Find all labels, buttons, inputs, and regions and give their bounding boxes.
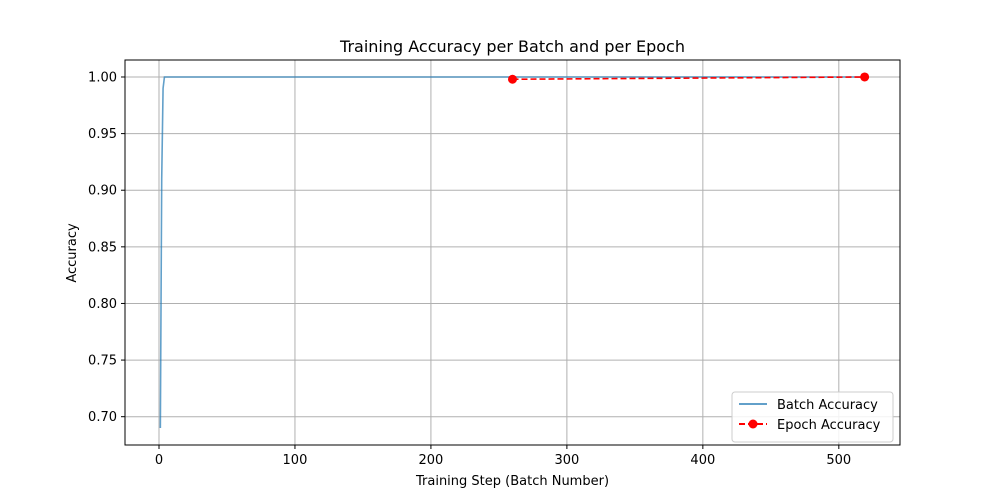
x-tick-label: 200 — [419, 453, 444, 468]
legend: Batch Accuracy Epoch Accuracy — [731, 391, 894, 443]
data-point-epoch-accuracy — [860, 72, 870, 82]
series-line-batch-accuracy — [159, 76, 867, 429]
x-axis-label: Training Step (Batch Number) — [415, 474, 609, 489]
legend-label-epoch-accuracy: Epoch Accuracy — [777, 418, 881, 433]
y-tick-label: 0.95 — [88, 127, 117, 142]
y-tick-label: 0.85 — [88, 240, 117, 255]
x-tick-label: 400 — [690, 453, 715, 468]
series-line-epoch-accuracy — [512, 76, 865, 81]
ticks: 0 100 200 300 400 500 0.70 0.75 0.80 0.85 0.90 0.95… — [88, 70, 851, 468]
series-layer — [159, 72, 870, 429]
plot-frame — [124, 59, 901, 446]
y-tick-label: 0.90 — [88, 184, 117, 199]
legend-marker-epoch-accuracy — [748, 419, 758, 429]
y-tick-label: 1.00 — [88, 70, 117, 85]
x-tick-label: 100 — [283, 453, 308, 468]
chart-title: Training Accuracy per Batch and per Epoc… — [339, 37, 685, 56]
legend-box — [731, 391, 894, 443]
x-tick-label: 0 — [155, 453, 163, 468]
y-tick-label: 0.80 — [88, 297, 117, 312]
x-tick-label: 500 — [826, 453, 851, 468]
y-tick-label: 0.70 — [88, 410, 117, 425]
x-tick-label: 300 — [554, 453, 579, 468]
legend-label-batch-accuracy: Batch Accuracy — [777, 398, 878, 413]
y-tick-label: 0.75 — [88, 354, 117, 369]
data-point-epoch-accuracy — [508, 74, 517, 84]
y-axis-label: Accuracy — [65, 223, 80, 283]
